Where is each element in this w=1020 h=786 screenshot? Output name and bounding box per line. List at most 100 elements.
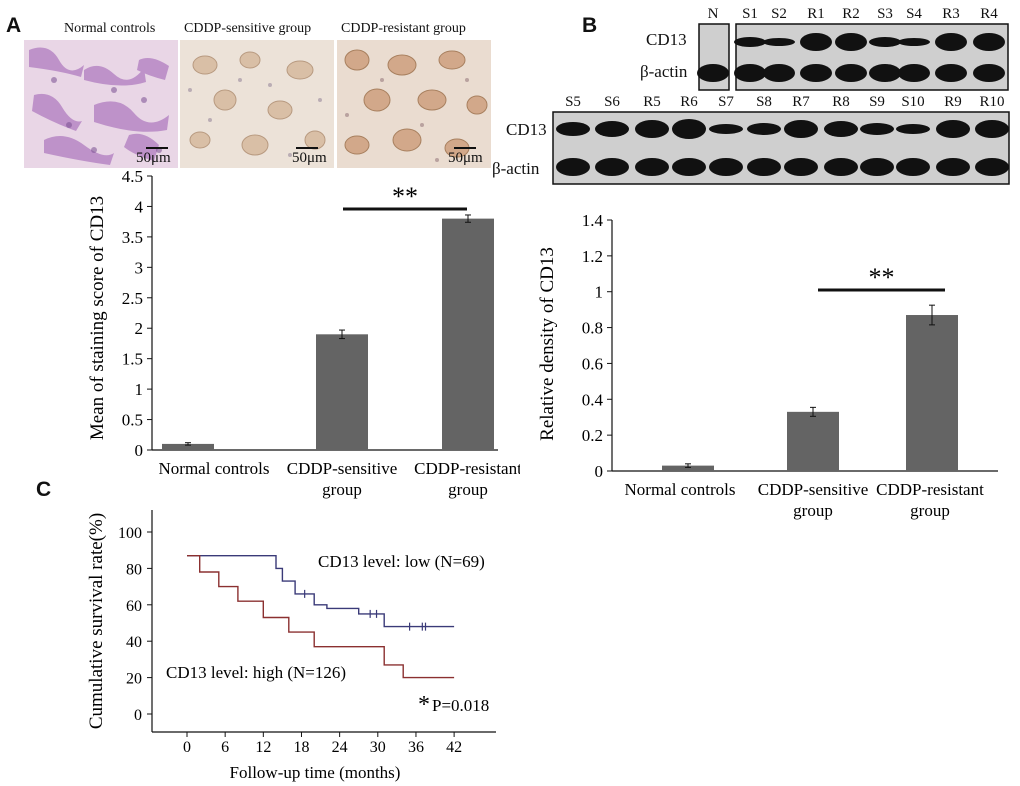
band-actin-s6 <box>595 158 629 176</box>
significance-label: ** <box>392 182 418 211</box>
y-tick-label: 1.4 <box>582 211 604 230</box>
y-tick-label: 0.2 <box>582 426 603 445</box>
band-cd13-s1 <box>734 37 766 47</box>
scalebar-sensitive <box>296 147 318 149</box>
y-tick-label: 60 <box>126 598 142 615</box>
y-tick-label: 80 <box>126 561 142 578</box>
scalebar-resistant <box>454 147 476 149</box>
western-blot-image <box>552 23 1010 185</box>
band-cd13-r5 <box>635 120 669 138</box>
band-actin-r5 <box>635 158 669 176</box>
y-tick-label: 1.2 <box>582 247 603 266</box>
scale-label-normal: 50μm <box>136 150 171 166</box>
x-tick-label: 42 <box>446 739 462 756</box>
y-tick-label: 1.5 <box>122 350 143 369</box>
survival-curve-low <box>187 555 455 628</box>
x-category-label: Normal controls <box>625 480 736 499</box>
band-cd13-r4 <box>973 33 1005 51</box>
lane-label-n: N <box>707 6 719 22</box>
ylabel-density: Relative density of CD13 <box>537 247 558 441</box>
band-cd13-s7 <box>709 124 743 134</box>
lane-label-r10: R10 <box>979 94 1005 110</box>
panel-letter-b: B <box>582 14 598 37</box>
y-tick-label: 20 <box>126 671 142 688</box>
blot-box-row2 <box>552 111 1010 185</box>
y-tick-label: 0 <box>134 707 142 724</box>
band-cd13-s8 <box>747 123 781 135</box>
band-actin-r8 <box>824 158 858 176</box>
panel-letter-c: C <box>36 478 52 501</box>
blot-label-cd13-row1: CD13 <box>646 30 687 49</box>
band-cd13-r8 <box>824 121 858 137</box>
annotation-star: * <box>418 692 430 718</box>
band-actin-s5 <box>556 158 590 176</box>
band-actin-n <box>697 64 729 82</box>
lane-label-s7: S7 <box>718 94 734 110</box>
histology-image-resistant <box>337 40 491 168</box>
significance-label: ** <box>869 263 895 292</box>
x-category-label-line2: group <box>910 501 950 520</box>
x-tick-label: 24 <box>332 739 348 756</box>
band-cd13-r7 <box>784 120 818 138</box>
lane-label-r8: R8 <box>832 94 850 110</box>
lane-label-r5: R5 <box>643 94 661 110</box>
band-cd13-s4 <box>898 38 930 46</box>
y-tick-label: 0.5 <box>122 411 143 430</box>
y-tick-label: 3.5 <box>122 228 143 247</box>
y-tick-label: 3 <box>135 258 144 277</box>
y-tick-label: 4 <box>135 197 144 216</box>
band-cd13-s5 <box>556 122 590 136</box>
lane-label-r1: R1 <box>807 6 825 22</box>
band-cd13-r6 <box>672 119 706 139</box>
bar-2 <box>316 334 368 450</box>
x-category-label: CDDP-sensitive <box>287 459 398 478</box>
y-tick-label: 2.5 <box>122 289 143 308</box>
band-actin-s7 <box>709 158 743 176</box>
bar-2 <box>787 411 839 471</box>
band-cd13-r9 <box>936 120 970 138</box>
y-tick-label: 0.6 <box>582 354 603 373</box>
lane-label-r2: R2 <box>842 6 860 22</box>
band-actin-r7 <box>784 158 818 176</box>
y-tick-label: 0 <box>595 462 604 481</box>
panel-letter-a: A <box>6 14 22 37</box>
lane-label-s10: S10 <box>901 94 925 110</box>
x-tick-label: 0 <box>183 739 191 756</box>
blot-label-cd13-row2: CD13 <box>506 120 547 139</box>
band-actin-s2 <box>763 64 795 82</box>
chart-survival: Cumulative survival rate(%) Follow-up ti… <box>86 510 496 782</box>
lane-label-s2: S2 <box>771 6 787 22</box>
x-tick-label: 18 <box>293 739 309 756</box>
band-actin-s8 <box>747 158 781 176</box>
y-tick-label: 2 <box>135 319 144 338</box>
survival-curve-high <box>187 555 455 679</box>
x-category-label: CDDP-sensitive <box>758 480 869 499</box>
blot-label-actin-row2: β-actin <box>492 159 540 178</box>
band-cd13-s6 <box>595 121 629 137</box>
lane-label-s4: S4 <box>906 6 922 22</box>
lane-label-r4: R4 <box>980 6 998 22</box>
x-category-label-line2: group <box>793 501 833 520</box>
band-actin-s4 <box>898 64 930 82</box>
band-actin-r9 <box>936 158 970 176</box>
band-actin-r4 <box>973 64 1005 82</box>
y-tick-label: 0.8 <box>582 319 603 338</box>
x-tick-label: 6 <box>221 739 229 756</box>
band-actin-s10 <box>896 158 930 176</box>
y-tick-label: 1 <box>595 283 604 302</box>
x-category-label-line2: group <box>322 480 362 499</box>
x-tick-label: 12 <box>255 739 271 756</box>
scale-label-resistant: 50μm <box>448 150 483 166</box>
scale-label-sensitive: 50μm <box>292 150 327 166</box>
band-actin-s9 <box>860 158 894 176</box>
x-category-label-line2: group <box>448 480 488 499</box>
bar-3 <box>906 315 958 471</box>
chart-relative-density: Relative density of CD13 0 0.2 0.4 0.6 0.8 1 1… <box>537 211 998 520</box>
lane-label-r3: R3 <box>942 6 960 22</box>
band-cd13-s2 <box>763 38 795 46</box>
lane-label-r6: R6 <box>680 94 698 110</box>
lane-label-s6: S6 <box>604 94 620 110</box>
band-actin-r10 <box>975 158 1009 176</box>
y-tick-label: 1 <box>135 380 144 399</box>
lane-label-r9: R9 <box>944 94 962 110</box>
